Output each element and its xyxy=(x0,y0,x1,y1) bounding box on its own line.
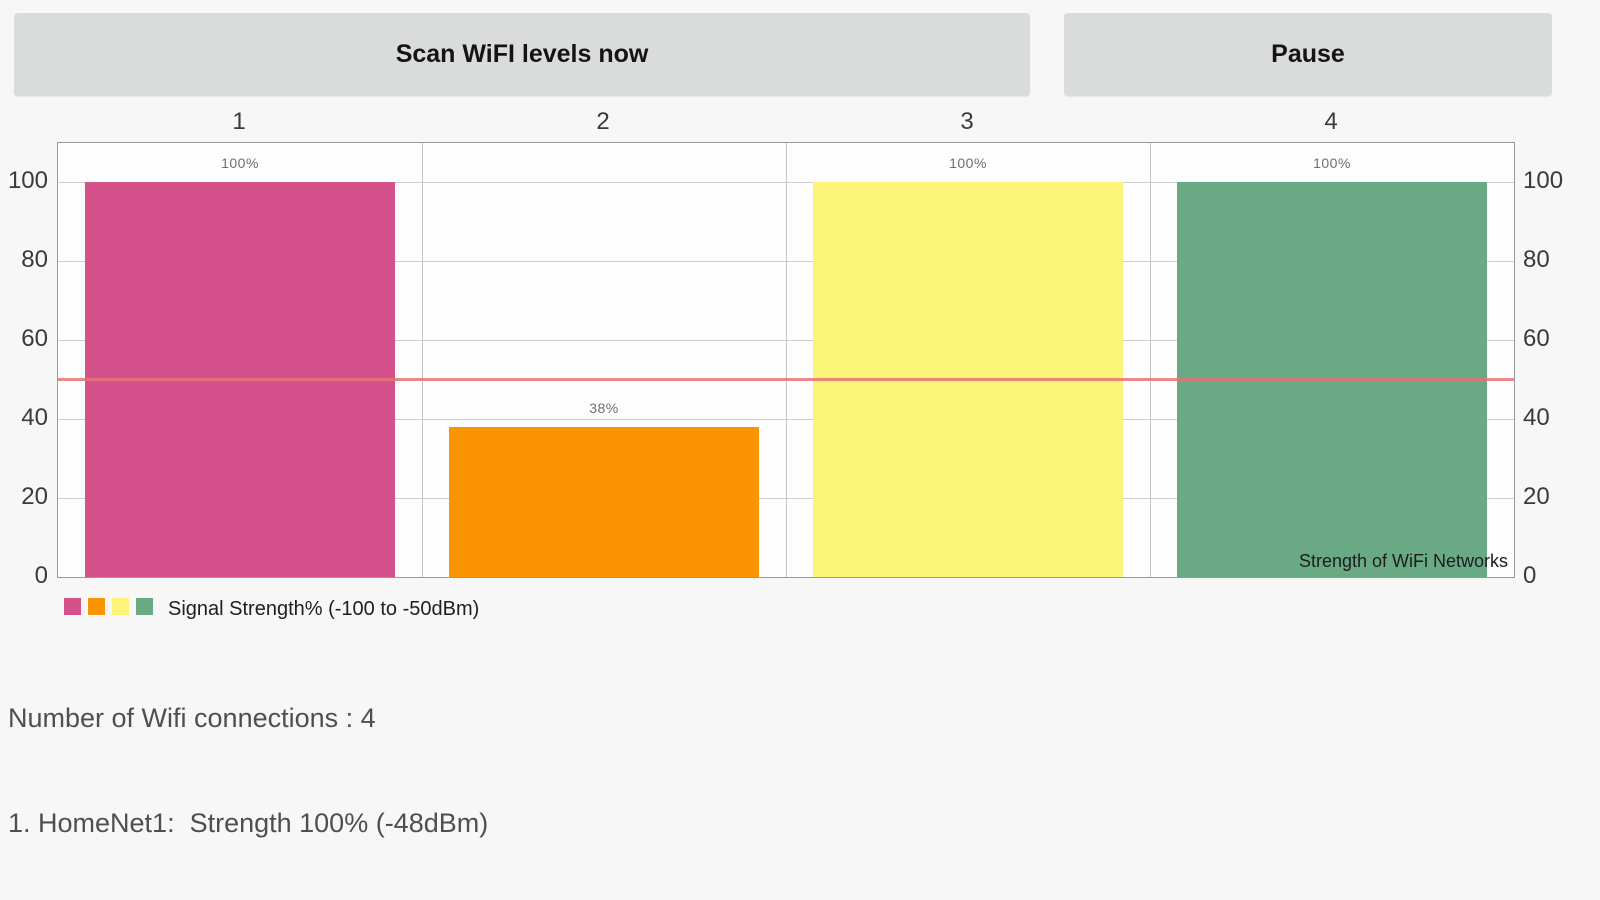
category-label-4: 4 xyxy=(1324,108,1338,135)
y-tick-left-80: 80 xyxy=(21,246,48,274)
wifi-info-panel: Number of Wifi connections : 4 1. HomeNe… xyxy=(8,631,795,900)
y-tick-left-0: 0 xyxy=(34,562,48,589)
y-tick-left-40: 40 xyxy=(21,404,48,432)
category-label-1: 1 xyxy=(232,108,246,135)
y-tick-left-100: 100 xyxy=(7,167,48,195)
bar-2 xyxy=(449,427,759,577)
category-label-3: 3 xyxy=(960,108,974,135)
y-tick-right-40: 40 xyxy=(1523,404,1550,432)
category-divider-2 xyxy=(786,143,787,577)
legend-swatch-2 xyxy=(88,598,105,615)
legend-swatches xyxy=(64,598,160,620)
bar-value-label-4: 100% xyxy=(1313,155,1351,172)
legend-swatch-1 xyxy=(64,598,81,615)
y-tick-left-60: 60 xyxy=(21,325,48,353)
pause-button[interactable]: Pause xyxy=(1064,13,1552,96)
category-divider-3 xyxy=(1150,143,1151,577)
y-tick-right-100: 100 xyxy=(1523,167,1564,195)
limit-line-50 xyxy=(58,378,1514,382)
y-tick-left-20: 20 xyxy=(21,483,48,511)
bar-value-label-3: 100% xyxy=(949,155,987,172)
y-tick-right-0: 0 xyxy=(1523,562,1537,589)
y-tick-right-80: 80 xyxy=(1523,246,1550,274)
bar-value-label-2: 38% xyxy=(589,400,619,417)
category-divider-1 xyxy=(422,143,423,577)
y-tick-right-20: 20 xyxy=(1523,483,1550,511)
wifi-count-summary: Number of Wifi connections : 4 xyxy=(8,703,376,733)
wifi-connection-1: 1. HomeNet1: Strength 100% (-48dBm) xyxy=(8,808,489,838)
bar-value-label-1: 100% xyxy=(221,155,259,172)
legend-swatch-3 xyxy=(112,598,129,615)
chart-plot-area: Strength of WiFi Networks 100% 38% 100% 100… xyxy=(57,142,1515,578)
category-label-2: 2 xyxy=(596,108,610,135)
y-tick-right-60: 60 xyxy=(1523,325,1550,353)
chart-legend: Signal Strength% (-100 to -50dBm) xyxy=(64,598,479,620)
scan-wifi-button[interactable]: Scan WiFI levels now xyxy=(14,13,1030,96)
chart-title: Strength of WiFi Networks xyxy=(1298,551,1508,571)
legend-swatch-4 xyxy=(136,598,153,615)
legend-label: Signal Strength% (-100 to -50dBm) xyxy=(168,597,480,620)
